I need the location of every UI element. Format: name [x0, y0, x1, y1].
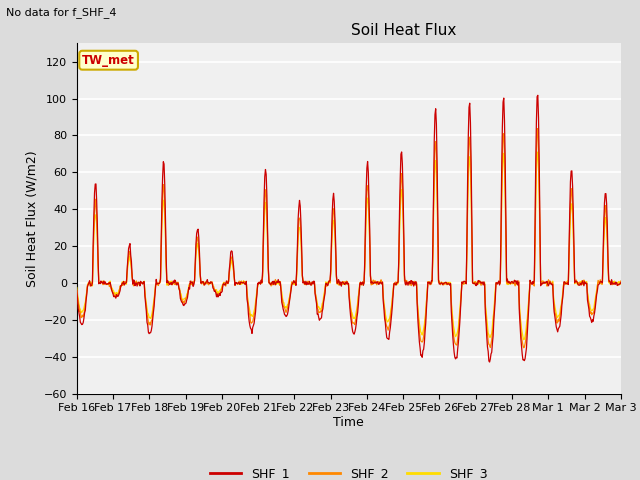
- Legend: SHF_1, SHF_2, SHF_3: SHF_1, SHF_2, SHF_3: [205, 462, 492, 480]
- Y-axis label: Soil Heat Flux (W/m2): Soil Heat Flux (W/m2): [25, 150, 38, 287]
- Title: Soil Heat Flux: Soil Heat Flux: [351, 23, 456, 38]
- X-axis label: Time: Time: [333, 416, 364, 429]
- Text: TW_met: TW_met: [82, 54, 135, 67]
- Text: No data for f_SHF_4: No data for f_SHF_4: [6, 7, 117, 18]
